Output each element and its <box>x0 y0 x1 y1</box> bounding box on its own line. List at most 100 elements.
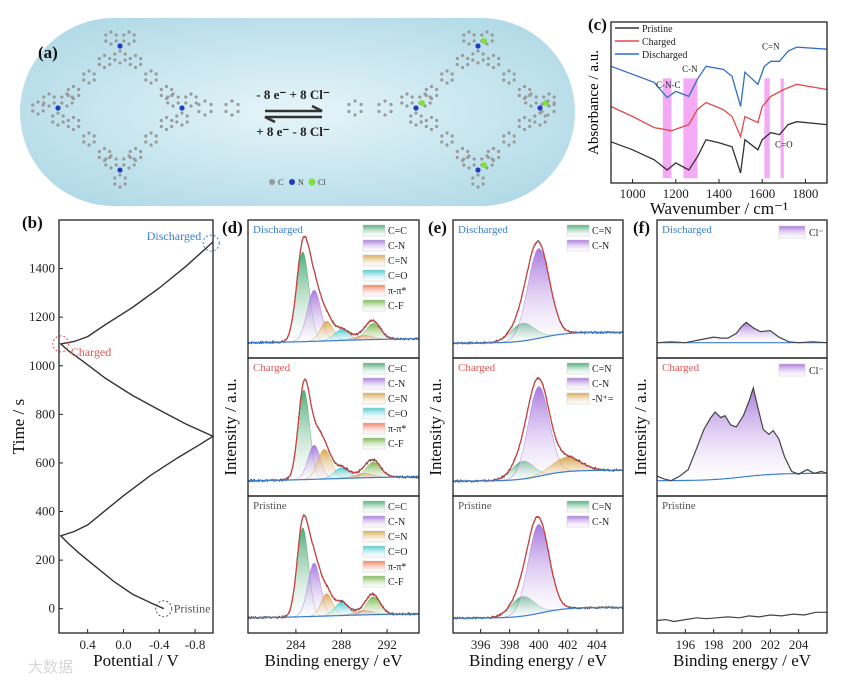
chlorine-atom-icon <box>481 162 487 168</box>
carbon-atom-icon <box>546 113 550 117</box>
carbon-atom-icon <box>517 87 521 92</box>
carbon-atom-icon <box>542 95 546 99</box>
carbon-atom-icon <box>353 99 357 103</box>
atom-legend-cl: Cl <box>318 178 326 187</box>
carbon-atom-icon <box>197 102 201 107</box>
carbon-atom-icon <box>450 134 454 138</box>
background-line <box>248 476 419 482</box>
carbon-atom-icon <box>132 157 136 161</box>
nitrogen-atom-icon <box>537 105 543 111</box>
reverse-reaction-label: + 8 e⁻ - 8 Cl⁻ <box>256 124 330 139</box>
carbon-atom-icon <box>546 99 550 103</box>
carbon-atom-icon <box>507 143 511 147</box>
panel-label-e: (e) <box>428 218 447 237</box>
x-tick-label: -0.4 <box>149 637 170 652</box>
carbon-atom-icon <box>133 53 138 58</box>
nitrogen-atom-icon <box>413 105 419 111</box>
carbon-atom-icon <box>435 118 439 123</box>
carbon-atom-icon <box>159 118 163 123</box>
carbon-atom-icon <box>224 109 228 114</box>
carbon-atom-icon <box>524 101 528 105</box>
carbon-atom-icon <box>486 149 490 154</box>
carbon-atom-icon <box>66 93 70 98</box>
molecular-structures <box>31 30 556 189</box>
carbon-atom-icon <box>528 87 532 92</box>
carbon-atom-icon <box>462 39 466 43</box>
legend-swatch <box>362 269 386 282</box>
carbon-atom-icon <box>512 78 516 82</box>
x-tick-label: 292 <box>377 637 397 652</box>
x-tick-label: 196 <box>676 637 696 652</box>
polymer-network <box>400 30 556 189</box>
carbon-atom-icon <box>209 109 213 114</box>
background-line <box>657 472 827 482</box>
legend-swatch <box>362 239 386 252</box>
carbon-atom-icon <box>543 114 547 118</box>
carbon-atom-icon <box>423 104 427 108</box>
legend-swatch <box>362 515 386 528</box>
x-tick-label: 1000 <box>620 186 646 201</box>
carbon-atom-icon <box>159 87 163 92</box>
y-tick-label: 0 <box>49 601 56 616</box>
carbon-atom-icon <box>139 56 143 61</box>
carbon-atom-icon <box>377 102 381 107</box>
carbon-atom-icon <box>102 53 107 58</box>
carbon-atom-icon <box>144 134 148 138</box>
carbon-atom-icon <box>491 53 496 58</box>
carbon-atom-icon <box>424 87 428 92</box>
peak-annotation: C=N <box>762 41 780 51</box>
peak-annotation: C=O <box>775 140 793 150</box>
carbon-atom-icon <box>159 124 163 129</box>
nitrogen-atom-icon <box>117 167 123 173</box>
carbon-atom-icon <box>480 157 484 161</box>
xps-subpanel-pristine: C=N C-N Pristine <box>452 495 624 634</box>
ftir-line-charged <box>610 83 828 139</box>
carbon-atom-icon <box>419 120 423 124</box>
panel-label-d: (d) <box>222 218 243 237</box>
legend-label: C=O <box>388 409 408 420</box>
x-tick-label: -0.8 <box>185 637 206 652</box>
carbon-atom-icon <box>400 101 404 105</box>
carbon-atom-icon <box>133 146 138 151</box>
carbon-atom-icon <box>149 143 153 147</box>
carbon-atom-icon <box>410 95 414 99</box>
carbon-atom-icon <box>149 81 153 85</box>
x-axis-title: Potential / V <box>93 651 179 670</box>
carbon-atom-icon <box>166 101 170 105</box>
legend-swatch <box>362 560 386 573</box>
time-potential-curve <box>59 241 215 610</box>
carbon-atom-icon <box>418 95 422 99</box>
carbon-atom-icon <box>540 102 544 107</box>
legend-swatch <box>566 224 590 237</box>
carbon-atom-icon <box>491 65 496 70</box>
carbon-atom-icon <box>175 120 179 124</box>
cl-peak-fill <box>657 322 827 343</box>
nitrogen-atom-icon <box>289 179 295 185</box>
carbon-atom-icon <box>31 103 35 107</box>
carbon-atom-icon <box>486 56 490 61</box>
carbon-atom-icon <box>209 102 213 107</box>
carbon-atom-icon <box>424 93 428 98</box>
carbon-atom-icon <box>176 101 180 105</box>
carbon-atom-icon <box>230 99 234 103</box>
carbon-atom-icon <box>47 104 51 108</box>
x-axis-title: Binding energy / eV <box>264 651 403 670</box>
carbon-atom-icon <box>87 131 91 135</box>
y-tick-label: 1200 <box>29 309 55 324</box>
xps-subpanel-pristine: Pristine <box>656 495 828 634</box>
carbon-atom-icon <box>467 166 471 170</box>
legend-label: C=C <box>388 502 407 513</box>
carbon-atom-icon <box>543 120 547 124</box>
carbon-atom-icon <box>490 39 494 43</box>
chlorine-atom-icon <box>419 100 425 106</box>
x-tick-label: 198 <box>704 637 724 652</box>
carbon-atom-icon <box>429 96 434 101</box>
carbon-atom-icon <box>230 113 234 117</box>
carbon-atom-icon <box>435 93 439 98</box>
carbon-atom-icon <box>60 101 64 105</box>
carbon-atom-icon <box>424 118 428 123</box>
raw-spectrum-line <box>656 385 828 482</box>
legend-label: Charged <box>642 37 676 48</box>
carbon-atom-icon <box>502 78 506 82</box>
carbon-atom-icon <box>512 134 516 138</box>
